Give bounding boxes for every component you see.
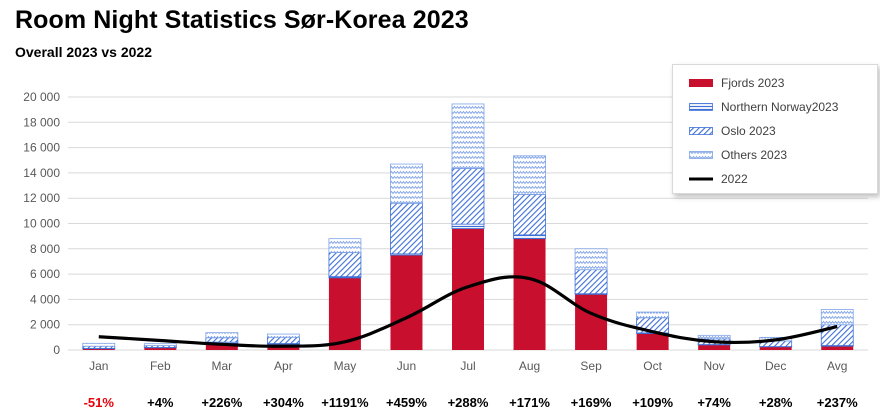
bar-oslo-2023 (451, 168, 485, 225)
bar-others-2023 (143, 343, 177, 346)
y-tick-label: 14 000 (23, 166, 60, 180)
line-series-2022 (98, 275, 838, 348)
x-axis-ticks: Jan Feb Mar Apr May Jun Jul Aug Sep Oct Nov Dec Avg (89, 359, 847, 373)
x-tick-label: Jul (460, 359, 475, 373)
bar-fjords-2023 (636, 333, 669, 350)
change-label: -51% (84, 395, 115, 410)
x-tick-label: Jan (89, 359, 108, 373)
change-label: +28% (759, 395, 793, 410)
bar-fjords-2023 (452, 228, 484, 350)
legend-item-2022: 2022 (689, 171, 748, 187)
bar-fjords-2023 (698, 344, 731, 350)
bar-fjords-2023 (759, 346, 792, 350)
x-tick-label: Sep (580, 359, 602, 373)
bar-fjords-2023 (82, 348, 115, 350)
change-label: +237% (817, 395, 858, 410)
bar-fjords-2023 (575, 294, 608, 350)
change-label: +304% (263, 395, 304, 410)
change-label: +4% (147, 395, 174, 410)
legend-label-northern-norway: Northern Norway2023 (721, 100, 839, 114)
chart-title: Room Night Statistics Sør-Korea 2023 (15, 6, 469, 34)
bar-fjords-2023 (205, 343, 238, 350)
chart-legend: Fjords 2023 Northern Norway2023 Oslo 202… (672, 64, 878, 194)
x-tick-label: Aug (519, 359, 540, 373)
bar-oslo-2023 (266, 336, 300, 344)
bar-oslo-2023 (205, 337, 239, 343)
legend-label-fjords: Fjords 2023 (721, 76, 785, 90)
y-tick-label: 12 000 (23, 191, 60, 205)
x-tick-label: May (334, 359, 357, 373)
legend-item-others: Others 2023 (689, 147, 787, 163)
x-tick-label: Jun (397, 359, 416, 373)
bar-fjords-2023 (144, 347, 177, 350)
legend-label-2022: 2022 (721, 172, 748, 186)
change-label: +171% (509, 395, 550, 410)
bar-others-2023 (636, 311, 670, 319)
legend-label-oslo: Oslo 2023 (721, 124, 776, 138)
legend-item-northern-norway: Northern Norway2023 (689, 99, 838, 115)
legend-swatch-northern-norway (689, 103, 713, 111)
legend-label-others: Others 2023 (721, 148, 788, 162)
bar-northern-norway-2023 (513, 234, 546, 240)
y-tick-label: 2 000 (30, 318, 60, 332)
y-axis-ticks: 0 2 000 4 000 6 000 8 000 10 000 12 000 14 000 1… (23, 90, 60, 357)
y-tick-label: 20 000 (23, 90, 60, 104)
legend-swatch-2022 (689, 177, 713, 181)
y-tick-label: 16 000 (23, 141, 60, 155)
y-tick-label: 18 000 (23, 115, 60, 129)
x-tick-label: Apr (274, 359, 293, 373)
bar-others-2023 (574, 248, 608, 271)
bar-others-2023 (205, 332, 239, 339)
bar-oslo-2023 (574, 269, 608, 295)
bar-fjords-2023 (390, 255, 423, 350)
bar-others-2023 (820, 309, 854, 326)
change-label: +74% (697, 395, 731, 410)
bar-others-2023 (390, 163, 423, 204)
change-label: +1191% (321, 395, 369, 410)
bar-others-2023 (328, 238, 362, 253)
bar-oslo-2023 (390, 202, 423, 255)
x-tick-label: Mar (212, 359, 233, 373)
legend-swatch-oslo (689, 127, 713, 135)
bar-others-2023 (82, 342, 116, 347)
x-tick-label: Feb (150, 359, 171, 373)
change-labels: -51% +4% +226% +304% +1191% +459% +288% +171% +1… (84, 395, 859, 410)
chart-subtitle: Overall 2023 vs 2022 (15, 44, 153, 60)
legend-swatch-others (689, 151, 713, 159)
bar-others-2023 (266, 333, 300, 338)
x-tick-label: Avg (827, 359, 847, 373)
change-label: +226% (201, 395, 242, 410)
bar-oslo-2023 (513, 194, 546, 236)
y-tick-label: 8 000 (30, 242, 60, 256)
x-tick-label: Oct (643, 359, 662, 373)
change-label: +459% (386, 395, 427, 410)
legend-item-oslo: Oslo 2023 (689, 123, 776, 139)
y-tick-label: 0 (53, 343, 60, 357)
change-label: +109% (632, 395, 673, 410)
legend-swatch-fjords (689, 79, 713, 87)
bar-others-2023 (697, 334, 731, 340)
change-label: +169% (571, 395, 612, 410)
bar-fjords-2023 (821, 346, 854, 350)
x-tick-label: Dec (765, 359, 786, 373)
bar-northern-norway-2023 (451, 223, 485, 229)
y-tick-label: 10 000 (23, 217, 60, 231)
legend-item-fjords: Fjords 2023 (689, 75, 784, 91)
line-2022 (98, 275, 838, 348)
bar-oslo-2023 (328, 252, 362, 278)
change-label: +288% (448, 395, 489, 410)
x-tick-label: Nov (703, 359, 724, 373)
y-tick-label: 4 000 (30, 292, 60, 306)
bar-others-2023 (451, 103, 485, 169)
bar-fjords-2023 (513, 238, 546, 350)
bar-others-2023 (513, 155, 546, 195)
y-tick-label: 6 000 (30, 267, 60, 281)
bar-series (82, 103, 854, 350)
